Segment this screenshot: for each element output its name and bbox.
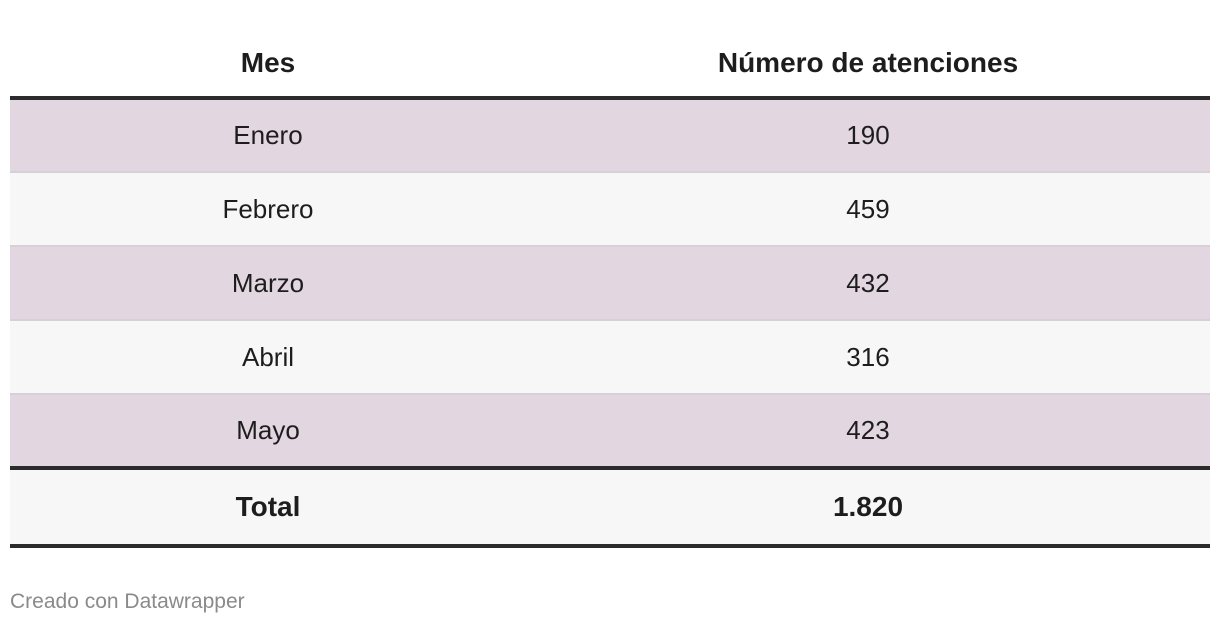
data-table: Mes Número de atenciones Enero 190 Febre…: [10, 28, 1210, 548]
datawrapper-credit-link[interactable]: Creado con Datawrapper: [10, 590, 245, 613]
cell-value: 459: [526, 172, 1210, 247]
cell-month: Marzo: [10, 246, 526, 321]
column-header-atenciones[interactable]: Número de atenciones: [526, 28, 1210, 100]
column-header-mes[interactable]: Mes: [10, 28, 526, 100]
header-row: Mes Número de atenciones: [10, 28, 1210, 100]
total-value: 1.820: [526, 466, 1210, 548]
table-row: Abril 316: [10, 320, 1210, 395]
cell-value: 316: [526, 320, 1210, 395]
table-row: Febrero 459: [10, 172, 1210, 247]
table-row: Marzo 432: [10, 246, 1210, 321]
cell-value: 432: [526, 246, 1210, 321]
table-body: Enero 190 Febrero 459 Marzo 432 Abril 31…: [10, 98, 1210, 468]
table-header: Mes Número de atenciones: [10, 28, 1210, 100]
cell-value: 423: [526, 394, 1210, 468]
total-row: Total 1.820: [10, 466, 1210, 548]
cell-month: Mayo: [10, 394, 526, 468]
data-table-container: Mes Número de atenciones Enero 190 Febre…: [10, 28, 1210, 548]
table-footer: Total 1.820: [10, 466, 1210, 548]
cell-month: Enero: [10, 98, 526, 173]
cell-month: Febrero: [10, 172, 526, 247]
cell-month: Abril: [10, 320, 526, 395]
table-row: Mayo 423: [10, 394, 1210, 468]
total-label: Total: [10, 466, 526, 548]
table-row: Enero 190: [10, 98, 1210, 173]
cell-value: 190: [526, 98, 1210, 173]
